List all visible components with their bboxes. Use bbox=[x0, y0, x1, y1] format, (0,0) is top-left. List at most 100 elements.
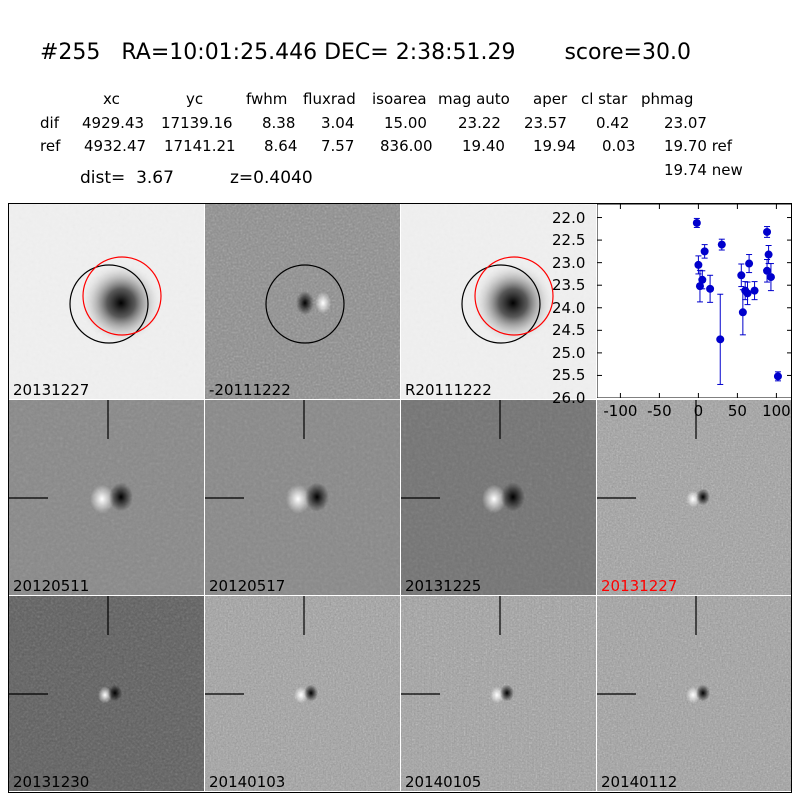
candidate-title: #255 RA=10:01:25.446 DEC= 2:38:51.29 sco… bbox=[40, 40, 691, 65]
col-header-yc: yc bbox=[186, 90, 204, 108]
dif-mag-auto: 23.22 bbox=[458, 114, 501, 132]
candidate-aperture-circle bbox=[82, 256, 162, 336]
data-point bbox=[750, 286, 759, 295]
ref-phmag: 19.70 ref bbox=[664, 137, 733, 155]
ref-fluxrad: 7.57 bbox=[321, 137, 355, 155]
dist-readout: dist= 3.67 bbox=[80, 168, 174, 188]
cutout-tile: 20140112 bbox=[597, 596, 792, 791]
data-point bbox=[738, 308, 747, 317]
dif-fluxrad: 3.04 bbox=[321, 114, 355, 132]
cutout-tile: 20131230 bbox=[9, 596, 204, 791]
data-point bbox=[692, 218, 701, 227]
ref-aper: 19.94 bbox=[533, 137, 576, 155]
row-label-ref: ref bbox=[40, 137, 61, 155]
ref-xc: 4932.47 bbox=[84, 137, 147, 155]
light-curve-plot bbox=[596, 203, 793, 399]
cutout-tile: 20120517 bbox=[205, 400, 400, 595]
x-tick-label: -100 bbox=[603, 402, 638, 420]
plot-frame bbox=[596, 203, 793, 399]
x-tick-label: 0 bbox=[693, 402, 704, 420]
x-tick-label: 50 bbox=[727, 402, 747, 420]
tile-date-label: 20140103 bbox=[209, 773, 286, 791]
ref-isoarea: 836.00 bbox=[380, 137, 433, 155]
cutout-image bbox=[9, 400, 204, 595]
dipole-bright-lobe bbox=[482, 484, 506, 514]
dipole-dark-lobe bbox=[296, 291, 314, 315]
reference-aperture-circle bbox=[265, 264, 345, 344]
redshift-readout: z=0.4040 bbox=[230, 168, 313, 188]
dipole-bright-lobe bbox=[286, 484, 310, 514]
tile-date-label: R20111222 bbox=[405, 381, 492, 399]
dipole-dark-lobe bbox=[501, 482, 525, 512]
y-tick-label: 26.0 bbox=[552, 389, 586, 407]
x-tick-label: 100 bbox=[762, 402, 791, 420]
tile-date-label: 20120511 bbox=[13, 577, 90, 595]
tile-date-label: -20111222 bbox=[209, 381, 291, 399]
data-point bbox=[700, 247, 709, 256]
data-point bbox=[717, 240, 726, 249]
col-header-fluxrad: fluxrad bbox=[303, 90, 356, 108]
data-point bbox=[766, 273, 775, 282]
cutout-tile: 20131227 bbox=[597, 400, 792, 595]
cutout-image bbox=[205, 204, 400, 399]
dipole-dark-lobe bbox=[109, 482, 133, 512]
dipole-dark-lobe bbox=[305, 482, 329, 512]
y-tick-label: 22.5 bbox=[552, 231, 586, 250]
col-header-phmag: phmag bbox=[641, 90, 694, 108]
cutout-tile: 20140103 bbox=[205, 596, 400, 791]
dipole-dark-lobe bbox=[696, 684, 710, 702]
data-point bbox=[743, 289, 752, 298]
tile-date-label: 20140112 bbox=[601, 773, 678, 791]
grid-right-border bbox=[791, 203, 792, 793]
cutout-tile: R20111222 bbox=[401, 204, 596, 399]
cutout-tile: 20140105 bbox=[401, 596, 596, 791]
ref-mag-auto: 19.40 bbox=[462, 137, 505, 155]
x-tick-label: -50 bbox=[647, 402, 672, 420]
y-tick-label: 25.5 bbox=[552, 366, 586, 385]
ref-cl-star: 0.03 bbox=[602, 137, 636, 155]
cutout-image bbox=[9, 204, 204, 399]
dipole-dark-lobe bbox=[696, 488, 710, 506]
y-tick-label: 23.0 bbox=[552, 253, 586, 272]
dif-phmag: 23.07 bbox=[664, 114, 707, 132]
col-header-cl-star: cl star bbox=[581, 90, 628, 108]
reference-aperture-circle bbox=[461, 264, 541, 344]
cutout-image bbox=[597, 400, 792, 595]
cutout-image bbox=[401, 204, 596, 399]
data-point bbox=[773, 372, 782, 381]
data-point bbox=[706, 284, 715, 293]
dipole-bright-lobe bbox=[90, 484, 114, 514]
cutout-tile: 20131225 bbox=[401, 400, 596, 595]
col-header-isoarea: isoarea bbox=[372, 90, 427, 108]
col-header-mag-auto: mag auto bbox=[438, 90, 510, 108]
y-tick-label: 23.5 bbox=[552, 276, 586, 295]
row-label-dif: dif bbox=[40, 114, 59, 132]
data-point bbox=[763, 227, 772, 236]
cutout-image bbox=[401, 400, 596, 595]
ref-yc: 17141.21 bbox=[164, 137, 236, 155]
y-tick-label: 22.0 bbox=[552, 208, 586, 227]
cutout-tile: 20131227 bbox=[9, 204, 204, 399]
tile-date-label: 20120517 bbox=[209, 577, 286, 595]
cutout-image bbox=[597, 596, 792, 791]
dipole-dark-lobe bbox=[304, 684, 318, 702]
cutout-tile: 20120511 bbox=[9, 400, 204, 595]
cutout-tile: -20111222 bbox=[205, 204, 400, 399]
dif-cl-star: 0.42 bbox=[596, 114, 630, 132]
reference-aperture-circle bbox=[69, 264, 149, 344]
dipole-dark-lobe bbox=[500, 684, 514, 702]
data-point bbox=[698, 275, 707, 284]
grid-top-border bbox=[8, 203, 792, 204]
tile-date-label: 20131227 bbox=[601, 577, 678, 595]
phmag-new: 19.74 new bbox=[664, 161, 743, 179]
data-point bbox=[764, 250, 773, 259]
tile-date-label: 20131227 bbox=[13, 381, 90, 399]
grid-bottom-border bbox=[8, 792, 792, 793]
dipole-bright-lobe bbox=[315, 292, 331, 314]
y-tick-label: 24.5 bbox=[552, 321, 586, 340]
ref-fwhm: 8.64 bbox=[264, 137, 298, 155]
cutout-image bbox=[205, 400, 400, 595]
dif-yc: 17139.16 bbox=[161, 114, 233, 132]
y-tick-label: 25.0 bbox=[552, 343, 586, 362]
tile-date-label: 20140105 bbox=[405, 773, 482, 791]
